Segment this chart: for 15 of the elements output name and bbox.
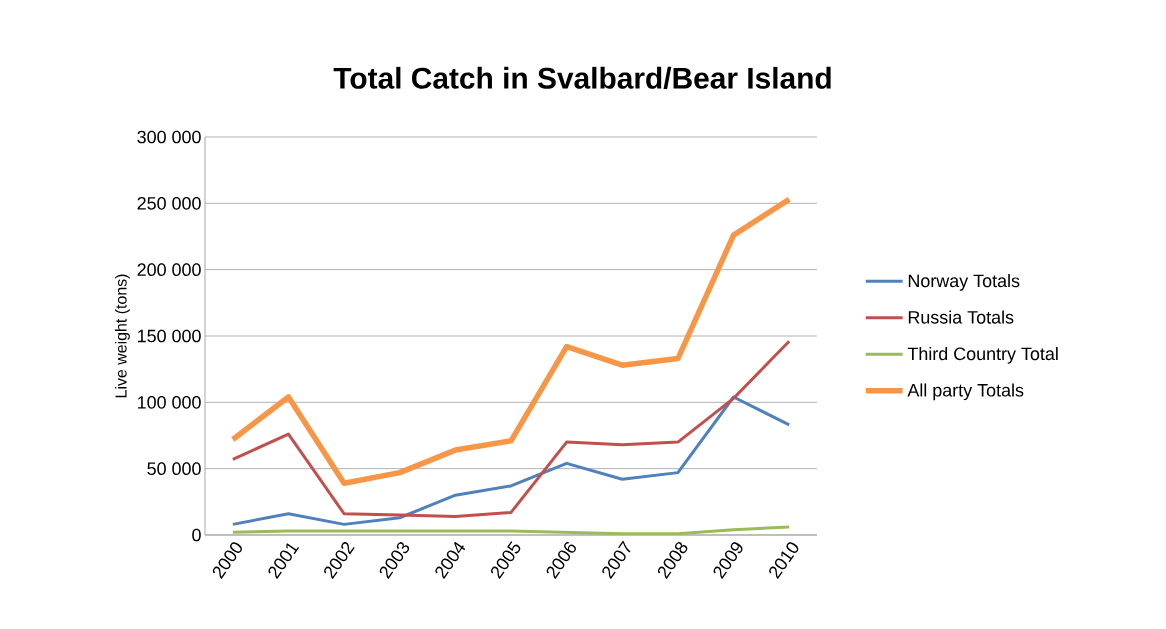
- line-series: [231, 339, 791, 518]
- y-tick-label: 250 000: [137, 196, 201, 210]
- legend-label: Norway Totals: [908, 274, 1020, 291]
- y-tick-label: 100 000: [138, 395, 201, 409]
- legend-label: All party Totals: [907, 383, 1024, 401]
- y-tick-label: 300 000: [137, 130, 201, 144]
- y-axis-title: Live weight (tons): [114, 274, 130, 398]
- line-series: [231, 395, 791, 526]
- y-tick-label: 150 000: [138, 329, 201, 343]
- legend-label: Russia Totals: [908, 310, 1014, 324]
- legend-label: Third Country Total: [907, 346, 1058, 364]
- y-tick-label: 50 000: [147, 462, 201, 475]
- chart-title: Total Catch in Svalbard/Bear Island: [333, 66, 831, 90]
- y-tick-label: 200 000: [137, 263, 201, 276]
- y-tick-label: 0: [192, 528, 201, 542]
